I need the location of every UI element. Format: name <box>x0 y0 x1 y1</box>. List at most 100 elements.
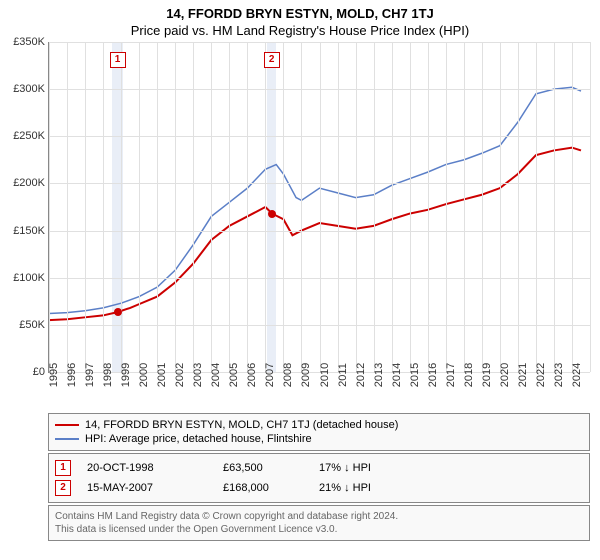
x-tick-label: 2017 <box>445 363 457 387</box>
gridline-v <box>229 42 230 372</box>
legend-swatch <box>55 424 79 426</box>
footer-line-1: Contains HM Land Registry data © Crown c… <box>55 510 583 523</box>
x-tick-label: 2024 <box>571 363 583 387</box>
sale-date: 20-OCT-1998 <box>87 462 207 474</box>
gridline-v <box>572 42 573 372</box>
legend-swatch <box>55 438 79 440</box>
chart-subtitle: Price paid vs. HM Land Registry's House … <box>0 21 600 42</box>
x-tick-label: 2007 <box>264 363 276 387</box>
gridline-v <box>536 42 537 372</box>
x-tick-label: 2004 <box>210 363 222 387</box>
legend-item: HPI: Average price, detached house, Flin… <box>55 432 583 446</box>
sale-date: 15-MAY-2007 <box>87 482 207 494</box>
series-line-hpi <box>49 87 581 313</box>
y-tick-label: £300K <box>13 83 45 95</box>
x-tick-label: 2015 <box>409 363 421 387</box>
sale-hpi-delta: 21% ↓ HPI <box>319 482 419 494</box>
x-tick-label: 2006 <box>246 363 258 387</box>
gridline-v <box>211 42 212 372</box>
legend-box: 14, FFORDD BRYN ESTYN, MOLD, CH7 1TJ (de… <box>48 413 590 451</box>
x-tick-label: 2020 <box>499 363 511 387</box>
sale-row: 1 20-OCT-1998 £63,500 17% ↓ HPI <box>55 458 583 478</box>
gridline-v <box>283 42 284 372</box>
y-tick-label: £0 <box>33 366 45 378</box>
sale-marker-on-chart: 1 <box>110 52 126 68</box>
x-tick-label: 1996 <box>66 363 78 387</box>
x-tick-label: 2023 <box>553 363 565 387</box>
x-tick-label: 1998 <box>102 363 114 387</box>
gridline-v <box>590 42 591 372</box>
x-tick-label: 2009 <box>300 363 312 387</box>
x-tick-label: 2014 <box>391 363 403 387</box>
sale-price: £168,000 <box>223 482 303 494</box>
gridline-v <box>518 42 519 372</box>
gridline-v <box>67 42 68 372</box>
x-tick-label: 1999 <box>120 363 132 387</box>
footer-line-2: This data is licensed under the Open Gov… <box>55 523 583 536</box>
gridline-v <box>139 42 140 372</box>
footer-attribution: Contains HM Land Registry data © Crown c… <box>48 505 590 541</box>
sale-point-marker <box>114 308 122 316</box>
x-tick-label: 2012 <box>355 363 367 387</box>
x-tick-label: 2021 <box>517 363 529 387</box>
chart-plot-area: £0£50K£100K£150K£200K£250K£300K£350K12 <box>48 42 590 373</box>
gridline-v <box>482 42 483 372</box>
gridline-v <box>338 42 339 372</box>
x-tick-label: 2010 <box>319 363 331 387</box>
x-tick-label: 2000 <box>138 363 150 387</box>
gridline-v <box>157 42 158 372</box>
gridline-v <box>356 42 357 372</box>
x-tick-label: 2018 <box>463 363 475 387</box>
y-tick-label: £250K <box>13 130 45 142</box>
chart-title: 14, FFORDD BRYN ESTYN, MOLD, CH7 1TJ <box>0 0 600 21</box>
gridline-v <box>103 42 104 372</box>
gridline-v <box>500 42 501 372</box>
sale-price: £63,500 <box>223 462 303 474</box>
gridline-v <box>265 42 266 372</box>
series-line-price_paid <box>49 148 581 321</box>
gridline-v <box>374 42 375 372</box>
gridline-v <box>554 42 555 372</box>
sale-marker-icon: 1 <box>55 460 71 476</box>
x-tick-label: 2008 <box>282 363 294 387</box>
x-axis-ticks: 1995199619971998199920002001200220032004… <box>48 373 590 407</box>
legend-item: 14, FFORDD BRYN ESTYN, MOLD, CH7 1TJ (de… <box>55 418 583 432</box>
x-tick-label: 2003 <box>192 363 204 387</box>
y-tick-label: £200K <box>13 177 45 189</box>
gridline-v <box>193 42 194 372</box>
y-tick-label: £100K <box>13 272 45 284</box>
x-tick-label: 2013 <box>373 363 385 387</box>
x-tick-label: 2022 <box>535 363 547 387</box>
x-tick-label: 2019 <box>481 363 493 387</box>
y-tick-label: £50K <box>19 319 45 331</box>
x-tick-label: 2011 <box>337 363 349 387</box>
sale-marker-on-chart: 2 <box>264 52 280 68</box>
x-tick-label: 2016 <box>427 363 439 387</box>
gridline-v <box>49 42 50 372</box>
gridline-v <box>410 42 411 372</box>
y-tick-label: £350K <box>13 36 45 48</box>
gridline-v <box>85 42 86 372</box>
x-tick-label: 1997 <box>84 363 96 387</box>
legend-label: 14, FFORDD BRYN ESTYN, MOLD, CH7 1TJ (de… <box>85 419 398 431</box>
x-tick-label: 2005 <box>228 363 240 387</box>
x-tick-label: 2001 <box>156 363 168 387</box>
legend-label: HPI: Average price, detached house, Flin… <box>85 433 312 445</box>
sale-row: 2 15-MAY-2007 £168,000 21% ↓ HPI <box>55 478 583 498</box>
gridline-v <box>464 42 465 372</box>
gridline-v <box>175 42 176 372</box>
x-tick-label: 1995 <box>48 363 60 387</box>
gridline-v <box>320 42 321 372</box>
x-tick-label: 2002 <box>174 363 186 387</box>
gridline-v <box>121 42 122 372</box>
gridline-v <box>446 42 447 372</box>
y-tick-label: £150K <box>13 225 45 237</box>
gridline-v <box>392 42 393 372</box>
sale-marker-icon: 2 <box>55 480 71 496</box>
gridline-v <box>428 42 429 372</box>
sales-table: 1 20-OCT-1998 £63,500 17% ↓ HPI 2 15-MAY-2007… <box>48 453 590 503</box>
sale-point-marker <box>268 210 276 218</box>
gridline-v <box>301 42 302 372</box>
sale-hpi-delta: 17% ↓ HPI <box>319 462 419 474</box>
gridline-v <box>247 42 248 372</box>
